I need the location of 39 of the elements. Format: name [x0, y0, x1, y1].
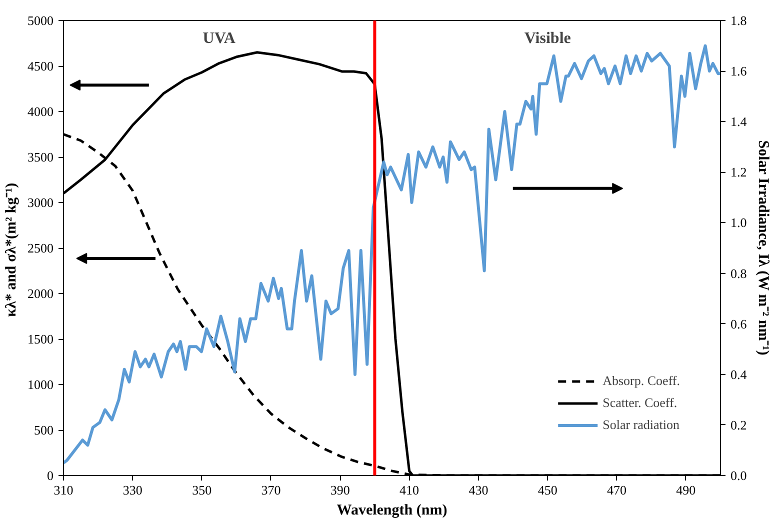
x-tick-label: 330 [122, 482, 142, 498]
y-tick-label: 1000 [28, 377, 54, 392]
legend-label: Scatter. Coeff. [602, 395, 678, 411]
y2-tick-label: 1.2 [730, 164, 747, 180]
y-tick-label: 2000 [28, 286, 54, 301]
y2-tick-label: 1.8 [730, 13, 747, 28]
x-tick-label: 430 [468, 482, 488, 498]
y2-axis-title: Solar Irradiance, Iλ (W m⁻² nm⁻¹) [754, 140, 771, 356]
legend-label: Absorp. Coeff. [602, 373, 680, 389]
x-tick-label: 490 [676, 482, 696, 498]
y-tick-label: 3000 [28, 195, 54, 210]
y2-tick-label: 1.4 [730, 114, 748, 130]
y-tick-label: 3500 [28, 150, 54, 164]
y2-tick-label: 0.8 [730, 266, 747, 281]
legend-label: Solar radiation [602, 417, 680, 433]
y-tick-label: 1500 [28, 332, 54, 346]
y2-tick-label: 0.6 [730, 316, 748, 332]
y-tick-label: 4000 [28, 104, 54, 119]
y2-tick-label: 0.0 [730, 468, 747, 483]
y2-tick-label: 0.4 [730, 366, 748, 382]
x-tick-label: 470 [607, 482, 627, 498]
y-tick-label: 0 [47, 468, 54, 483]
annotation: UVA [202, 30, 236, 47]
y-tick-label: 4500 [28, 58, 54, 74]
x-axis-title: Wavelength (nm) [336, 502, 448, 518]
annotation: Visible [524, 30, 571, 47]
y2-tick-label: 1.6 [730, 64, 748, 79]
y-axis-title: κλ* and σλ*(m² kg⁻¹) [4, 182, 20, 317]
x-tick-label: 310 [54, 482, 74, 498]
y2-tick-label: 0.2 [730, 417, 747, 432]
x-tick-label: 450 [538, 482, 558, 498]
x-tick-label: 410 [400, 482, 420, 498]
x-tick-label: 370 [261, 482, 281, 498]
y-tick-label: 5000 [28, 13, 54, 28]
y2-tick-label: 1.0 [730, 215, 747, 230]
y-tick-label: 500 [34, 422, 54, 438]
y-tick-label: 2500 [28, 240, 54, 256]
x-tick-label: 390 [330, 482, 350, 498]
x-tick-label: 350 [192, 482, 212, 498]
